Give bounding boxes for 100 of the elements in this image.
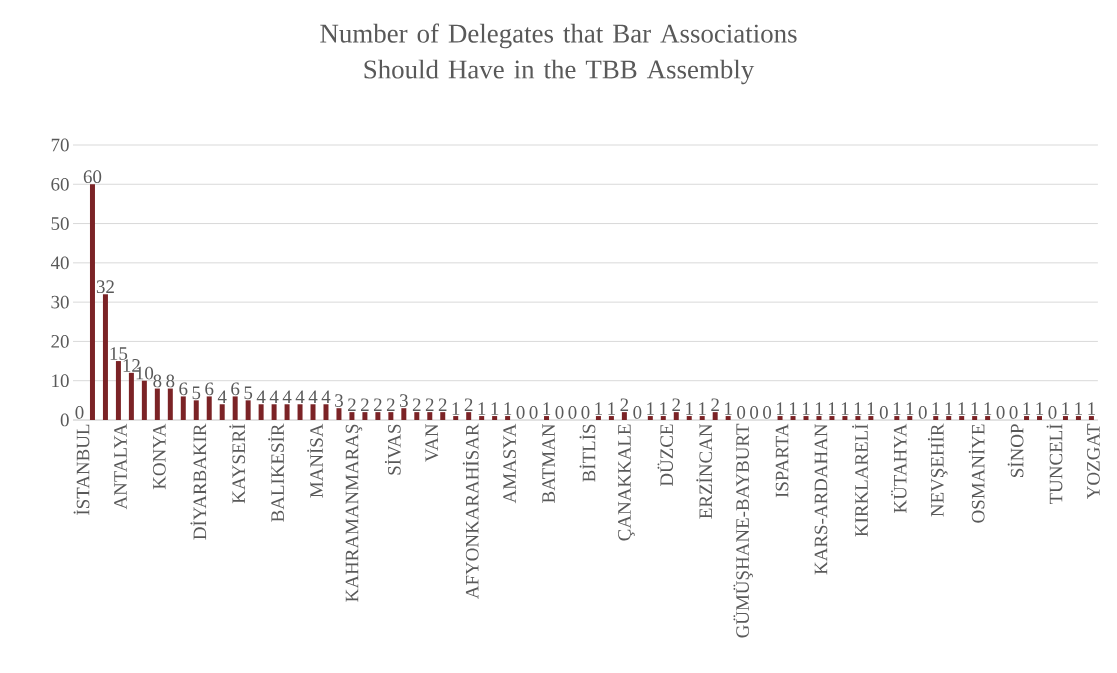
bar xyxy=(453,416,459,420)
data-label: 4 xyxy=(217,390,227,404)
data-label: 6 xyxy=(231,382,240,396)
bar xyxy=(492,416,498,420)
data-label: 2 xyxy=(464,398,473,411)
bar xyxy=(141,380,147,420)
data-label: 1 xyxy=(828,402,836,415)
bar xyxy=(1062,416,1068,420)
data-label: 1 xyxy=(725,402,732,415)
x-tick-label: VAN xyxy=(425,423,439,462)
y-tick-label: 30 xyxy=(51,295,69,309)
data-label: 4 xyxy=(256,390,266,404)
bar xyxy=(972,416,978,420)
data-label: 3 xyxy=(335,394,343,407)
bar xyxy=(790,416,796,420)
x-tick-label: DİYARBAKIR xyxy=(190,423,207,540)
data-label: 1 xyxy=(543,402,551,415)
y-tick-label: 40 xyxy=(50,256,69,270)
bar xyxy=(388,412,394,420)
data-label: 15 xyxy=(110,347,128,360)
x-tick-label: SİNOP xyxy=(1007,424,1024,477)
data-label: 1 xyxy=(932,402,940,415)
x-tick-label: NEVŞEHİR xyxy=(927,423,948,517)
data-label: 0 xyxy=(996,406,1005,419)
data-label: 0 xyxy=(750,406,759,419)
bar xyxy=(479,416,485,420)
data-label: 1 xyxy=(699,402,706,415)
bar xyxy=(505,416,511,420)
x-tick-label: KAYSERİ xyxy=(229,424,246,504)
x-tick-label: KARS-ARDAHAN xyxy=(814,423,828,575)
bar xyxy=(232,396,238,420)
bar xyxy=(595,416,601,420)
data-label: 1 xyxy=(1062,402,1070,415)
data-label: 2 xyxy=(620,398,629,411)
bar xyxy=(907,416,913,420)
data-label: 1 xyxy=(906,402,914,415)
bar xyxy=(206,396,212,420)
bar xyxy=(258,404,264,420)
x-tick-label: KÜTAHYA xyxy=(891,423,907,513)
y-tick-label: 70 xyxy=(51,138,69,152)
bar xyxy=(686,416,692,420)
data-label: 1 xyxy=(854,402,862,415)
x-tick-label: İSTANBUL xyxy=(73,424,90,515)
data-label: 1 xyxy=(608,402,615,415)
x-tick-label: ÇANAKKALE xyxy=(618,424,635,541)
bar xyxy=(725,416,731,420)
data-label: 4 xyxy=(269,390,279,404)
data-label: 1 xyxy=(1075,402,1083,415)
y-tick-label: 0 xyxy=(60,413,69,427)
bar xyxy=(193,400,199,420)
chart-title: Number of Delegates that Bar Associations Should Have in the TBB Assembly xyxy=(320,23,797,85)
x-tick-label: SİVAS xyxy=(384,424,401,475)
data-label: 2 xyxy=(672,398,680,411)
bar xyxy=(816,416,822,420)
x-tick-label: ISPARTA xyxy=(775,423,789,498)
bar xyxy=(1037,416,1043,420)
x-tick-label: BİTLİS xyxy=(579,424,596,482)
bar xyxy=(544,416,550,420)
data-label: 4 xyxy=(321,390,331,404)
data-label: 0 xyxy=(581,406,590,419)
bar xyxy=(102,294,108,420)
bar xyxy=(803,416,809,420)
x-tick-label: DÜZCE xyxy=(657,424,674,487)
x-tick-label: KONYA xyxy=(152,423,166,490)
data-label: 5 xyxy=(192,386,201,400)
bar xyxy=(375,412,381,420)
bar xyxy=(1075,416,1081,420)
data-label: 0 xyxy=(763,406,772,419)
data-label: 2 xyxy=(361,398,369,411)
data-label: 2 xyxy=(373,398,382,411)
data-label: 5 xyxy=(244,386,253,400)
data-label: 2 xyxy=(438,398,447,411)
bar xyxy=(414,412,420,420)
bar xyxy=(154,388,160,420)
bar xyxy=(349,412,355,420)
bar xyxy=(855,416,861,420)
data-label: 4 xyxy=(295,390,305,404)
x-tick-label: BALIKESİR xyxy=(268,423,284,522)
data-label: 4 xyxy=(308,390,318,404)
data-label: 1 xyxy=(1036,402,1044,415)
x-tick-label: MANİSA xyxy=(307,423,323,498)
x-tick-label: TUNCELİ xyxy=(1046,424,1063,505)
x-tick-label: ERZİNCAN xyxy=(696,423,713,519)
data-label: 0 xyxy=(75,406,84,419)
data-label: 32 xyxy=(96,280,114,294)
data-label: 1 xyxy=(595,402,603,415)
x-tick-label: OSMANİYE xyxy=(968,424,985,523)
x-tick-label: KAHRAMANMARAŞ xyxy=(345,424,363,602)
data-label: 0 xyxy=(516,406,525,419)
bar xyxy=(660,416,666,420)
data-label: 1 xyxy=(478,402,486,415)
bar xyxy=(128,372,134,420)
bar xyxy=(440,412,446,420)
data-label: 0 xyxy=(879,406,888,419)
data-label: 8 xyxy=(153,374,162,388)
bar xyxy=(245,400,251,420)
bar xyxy=(699,416,705,420)
bar xyxy=(842,416,848,420)
data-label: 1 xyxy=(971,402,979,415)
data-label: 1 xyxy=(452,402,460,415)
